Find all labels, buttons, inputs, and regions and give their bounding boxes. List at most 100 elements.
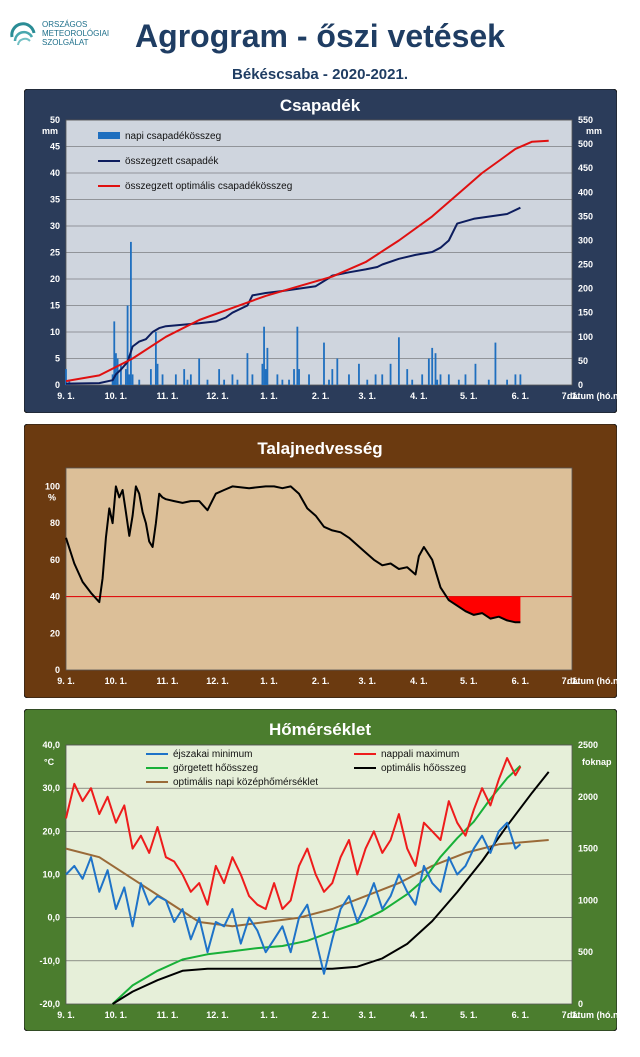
y2-tick-label: 250: [578, 260, 593, 270]
precipitation-bar: [436, 379, 439, 385]
org-logo: ORSZÁGOS METEOROLÓGIAI SZOLGÁLAT: [8, 20, 118, 60]
org-logo-icon: [10, 22, 36, 46]
chart-title: Csapadék: [280, 96, 361, 115]
precipitation-bar: [474, 363, 477, 385]
y2-tick-label: 300: [578, 235, 593, 245]
precipitation-bar: [198, 358, 201, 385]
precipitation-bar: [189, 374, 192, 385]
deficit-area: [448, 596, 521, 623]
legend-label: összegzett csapadék: [125, 156, 219, 167]
y2-tick-label: 350: [578, 211, 593, 221]
page-subtitle: Békéscsaba - 2020-2021.: [232, 66, 408, 83]
x-tick-label: 12. 1.: [206, 391, 229, 401]
y2-tick-label: 500: [578, 139, 593, 149]
legend-label: összegzett optimális csapadékösszeg: [125, 181, 292, 192]
precipitation-bar: [328, 379, 330, 385]
precipitation-bar: [457, 379, 460, 385]
precipitation-bar: [115, 353, 117, 385]
y-tick-label: 0: [55, 665, 60, 675]
precipitation-bar: [439, 374, 442, 385]
y-tick-label: 20: [50, 274, 60, 284]
y-unit-label: mm: [42, 126, 58, 136]
org-name-line-2: METEOROLÓGIAI: [42, 29, 110, 38]
x-tick-label: 12. 1.: [206, 676, 229, 686]
precipitation-bar: [434, 353, 437, 385]
precipitation-bar: [183, 369, 186, 385]
y-unit-label: %: [48, 492, 56, 502]
y2-tick-label: 550: [578, 115, 593, 125]
x-axis-label: dátum (hó.nap): [567, 676, 617, 686]
precipitation-bar: [263, 326, 265, 385]
x-tick-label: 6. 1.: [512, 391, 530, 401]
x-tick-label: 9. 1.: [57, 391, 75, 401]
precipitation-bar: [149, 369, 152, 385]
precipitation-bar: [113, 321, 116, 385]
day-maximum-line: [65, 757, 522, 910]
x-tick-label: 11. 1.: [157, 676, 179, 686]
precipitation-bar: [348, 374, 350, 385]
x-tick-label: 9. 1.: [57, 676, 75, 686]
y-unit-label: °C: [44, 757, 55, 767]
precipitation-bar: [251, 374, 254, 385]
precipitation-bar: [174, 374, 177, 385]
x-tick-label: 10. 1.: [105, 676, 128, 686]
y-tick-label: 80: [50, 518, 60, 528]
x-tick-label: 4. 1.: [410, 391, 428, 401]
x-tick-label: 4. 1.: [410, 1010, 428, 1020]
optimal-heat-sum-line: [112, 771, 550, 1005]
y-tick-label: -20,0: [39, 999, 60, 1009]
y-tick-label: 60: [50, 555, 60, 565]
precipitation-bar: [411, 379, 414, 385]
y2-unit-label: mm: [586, 126, 602, 136]
legend-label: nappali maximum: [381, 749, 459, 760]
x-tick-label: 2. 1.: [312, 1010, 330, 1020]
precipitation-bar: [130, 241, 132, 385]
precipitation-bar: [308, 374, 310, 385]
x-tick-label: 6. 1.: [512, 1010, 530, 1020]
legend-swatch: [98, 132, 120, 139]
rolling-heat-sum-line: [111, 764, 522, 1005]
precipitation-bar: [519, 374, 522, 385]
precipitation-bar: [421, 374, 424, 385]
x-tick-label: 2. 1.: [312, 676, 330, 686]
precipitation-bar: [266, 347, 269, 385]
temperature-chart: Hőmérséklet -20,0 -10,0 0,0 10,0 20,0 30,0 40,0…: [23, 708, 632, 1032]
precipitation-bar: [186, 379, 189, 385]
x-tick-label: 1. 1.: [260, 1010, 278, 1020]
legend-label: napi csapadékösszeg: [125, 131, 221, 142]
y-tick-label: 25: [50, 248, 60, 258]
y2-tick-label: 100: [578, 332, 593, 342]
x-tick-label: 5. 1.: [460, 391, 478, 401]
legend-label: éjszakai minimum: [173, 749, 252, 760]
precipitation-bar: [506, 379, 508, 385]
y-tick-label: -10,0: [39, 956, 60, 966]
y-tick-label: 20,0: [42, 826, 60, 836]
precipitation-bar: [126, 305, 129, 385]
x-axis-label: dátum (hó.nap): [567, 391, 617, 401]
y-tick-label: 30,0: [42, 783, 60, 793]
precipitation-bar: [514, 374, 517, 385]
precipitation-bar: [125, 369, 127, 385]
x-tick-label: 7. 1.: [562, 676, 580, 686]
x-tick-label: 10. 1.: [105, 391, 128, 401]
y2-tick-label: 0: [578, 999, 583, 1009]
x-tick-label: 6. 1.: [512, 676, 530, 686]
precipitation-bar: [264, 369, 267, 385]
x-tick-label: 7. 1.: [562, 1010, 580, 1020]
precipitation-bar: [161, 374, 164, 385]
y2-tick-label: 400: [578, 187, 593, 197]
precipitation-bar: [231, 374, 234, 385]
x-tick-label: 7. 1.: [562, 391, 580, 401]
org-name-line-1: ORSZÁGOS: [42, 20, 88, 29]
y2-tick-label: 2000: [578, 792, 598, 802]
y-tick-label: 0: [55, 380, 60, 390]
soil-moisture-line: [65, 485, 521, 624]
y-tick-label: 20: [50, 628, 60, 638]
y-tick-label: 10: [50, 327, 60, 337]
x-tick-label: 10. 1.: [105, 1010, 128, 1020]
precipitation-bar: [288, 379, 290, 385]
precipitation-bar: [494, 342, 497, 385]
y-tick-label: 0,0: [47, 913, 60, 923]
precipitation-bar: [65, 369, 67, 385]
y2-tick-label: 150: [578, 308, 593, 318]
